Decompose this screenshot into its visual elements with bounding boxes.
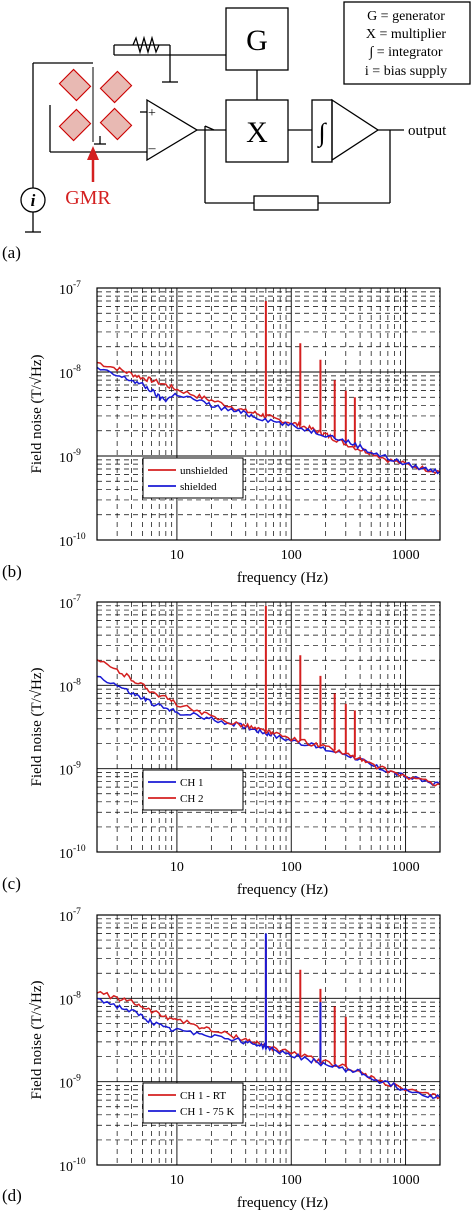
- y-tick-label: 10: [59, 535, 73, 550]
- x-tick-label: 10: [170, 548, 184, 563]
- y-tick-label: 10: [59, 451, 73, 466]
- legend-a-item: i = bias supply: [365, 64, 447, 79]
- gmr-element-2: [99, 70, 133, 104]
- y-tick-exponent: -10: [73, 1157, 86, 1167]
- legend-a-box: [343, 1, 471, 85]
- x-tick-label: 100: [281, 860, 302, 875]
- y-tick-exponent: -7: [73, 594, 81, 604]
- y-tick-label: 10: [59, 680, 73, 695]
- y-axis-label: Field noise (T/√Hz): [29, 354, 45, 473]
- y-tick-exponent: -7: [73, 907, 81, 917]
- panel-label-b: (b): [2, 562, 22, 581]
- y-tick-label: 10: [59, 847, 73, 862]
- y-tick-exponent: -9: [73, 448, 81, 458]
- x-tick-label: 1000: [392, 548, 420, 563]
- x-tick-label: 1000: [392, 1173, 420, 1188]
- legend-box: [142, 769, 244, 811]
- series-line: [96, 997, 441, 1100]
- y-tick-exponent: -8: [73, 990, 81, 1000]
- y-tick-exponent: -8: [73, 364, 81, 374]
- y-tick-label: 10: [59, 910, 73, 925]
- buffer-amplifier: [331, 98, 380, 162]
- legend-label: shielded: [180, 481, 217, 493]
- y-tick-exponent: -10: [73, 844, 86, 854]
- x-tick-label: 100: [281, 1173, 302, 1188]
- plot-frame: [96, 601, 441, 853]
- integrator-label: ∫: [316, 118, 327, 148]
- circuit-diagram: [20, 1, 471, 233]
- y-tick-exponent: -7: [73, 280, 81, 290]
- gmr-element-4: [99, 107, 133, 141]
- series-line: [96, 366, 441, 475]
- y-tick-label: 10: [59, 597, 73, 612]
- legend-label: unshielded: [180, 465, 228, 477]
- panel-label-d: (d): [2, 1186, 22, 1205]
- legend-a-item: ∫ = integrator: [368, 45, 442, 60]
- x-axis-label: frequency (Hz): [237, 882, 328, 898]
- legend-a-item: X = multiplier: [366, 27, 447, 42]
- y-tick-label: 10: [59, 283, 73, 298]
- gmr-label: GMR: [65, 187, 111, 209]
- y-tick-label: 10: [59, 1077, 73, 1092]
- generator-label: G: [246, 24, 268, 57]
- gmr-element-3: [58, 108, 92, 142]
- legend-a-item: G = generator: [367, 9, 445, 24]
- y-tick-label: 10: [59, 1160, 73, 1175]
- x-tick-label: 10: [170, 1173, 184, 1188]
- x-axis-label: frequency (Hz): [237, 570, 328, 586]
- preamplifier-opamp: [146, 98, 199, 162]
- opamp-plus: +: [148, 106, 156, 121]
- bias-supply-symbol: i: [31, 191, 36, 210]
- gmr-element-1: [58, 68, 92, 102]
- gmr-bridge: [58, 67, 133, 182]
- x-tick-label: 1000: [392, 860, 420, 875]
- x-axis-label: frequency (Hz): [237, 1195, 328, 1211]
- feedback-resistor: [253, 195, 319, 211]
- series-line: [96, 659, 441, 787]
- y-tick-label: 10: [59, 764, 73, 779]
- y-tick-exponent: -9: [73, 761, 81, 771]
- panel-label-c: (c): [2, 874, 21, 893]
- y-axis-label: Field noise (T/√Hz): [29, 980, 45, 1099]
- legend-label: CH 1: [180, 777, 204, 789]
- plot-frame: [96, 287, 441, 541]
- opamp-minus: –: [148, 141, 157, 156]
- y-tick-label: 10: [59, 993, 73, 1008]
- y-tick-exponent: -10: [73, 532, 86, 542]
- panel-label-a: (a): [2, 243, 21, 262]
- legend-label: CH 1 - 75 K: [180, 1106, 234, 1118]
- x-tick-label: 100: [281, 548, 302, 563]
- output-label: output: [408, 123, 447, 139]
- legend-label: CH 2: [180, 793, 204, 805]
- series-line: [96, 675, 441, 787]
- multiplier-label: X: [246, 116, 268, 149]
- y-tick-exponent: -8: [73, 677, 81, 687]
- plot-frame: [96, 914, 441, 1166]
- y-tick-exponent: -9: [73, 1074, 81, 1084]
- series-line: [96, 361, 441, 475]
- legend-box: [142, 1082, 244, 1124]
- y-axis-label: Field noise (T/√Hz): [29, 667, 45, 786]
- legend-box: [142, 457, 244, 499]
- x-tick-label: 10: [170, 860, 184, 875]
- legend-label: CH 1 - RT: [180, 1090, 226, 1102]
- y-tick-label: 10: [59, 367, 73, 382]
